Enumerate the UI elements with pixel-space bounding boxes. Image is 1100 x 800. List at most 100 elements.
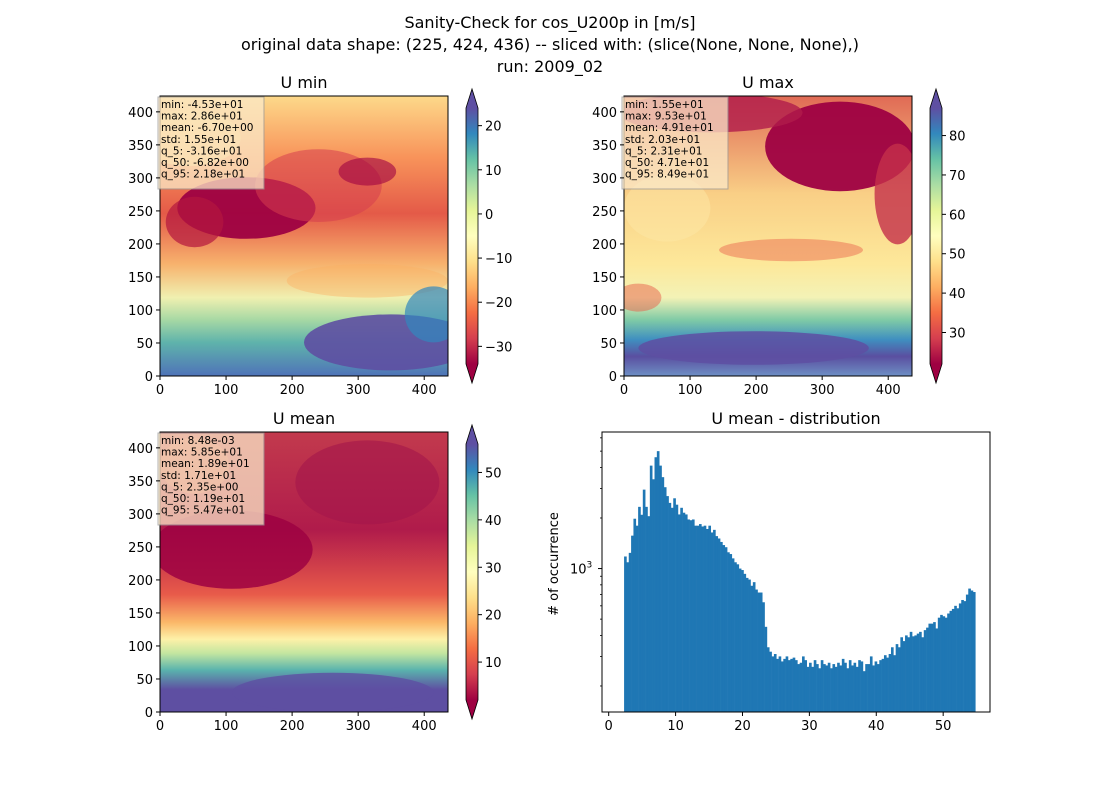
histogram-bar — [818, 668, 822, 712]
histogram-bar — [905, 635, 908, 712]
colorbar-extend-top — [930, 89, 942, 108]
y-tick-label: 150 — [128, 607, 153, 622]
histogram-bar — [937, 617, 941, 712]
stat-line: std: 1.71e+01 — [161, 470, 236, 482]
histogram-bar — [855, 666, 859, 712]
histogram-bar — [956, 608, 960, 712]
histogram-bar — [933, 622, 936, 712]
histogram-bar — [841, 658, 845, 712]
histogram-bar — [790, 658, 793, 712]
histogram-bar — [689, 520, 693, 712]
x-tick-label: 0 — [156, 383, 164, 398]
histogram-bar — [731, 558, 735, 712]
axes-0: 0 100 200 300 400 0 50 100 150 200 250 300 350 400 — [128, 106, 436, 398]
figure-title-line1: Sanity-Check for cos_U200p in [m/s] — [404, 13, 696, 32]
histogram-bar — [783, 658, 786, 712]
histogram-bar — [902, 641, 906, 712]
x-tick-label: 40 — [868, 719, 885, 734]
histogram-bar — [780, 661, 784, 712]
y-tick-label: 100 — [592, 304, 617, 319]
histogram-bar — [909, 631, 913, 712]
colorbar-tick-label: 0 — [485, 208, 493, 223]
x-tick-label: 0 — [156, 719, 164, 734]
histogram-bar — [776, 658, 779, 712]
stat-line: max: 2.86e+01 — [161, 111, 243, 123]
heatmap-feature — [874, 143, 912, 245]
histogram-bar — [804, 660, 808, 712]
histogram-bar — [930, 623, 934, 712]
histogram-bar — [635, 525, 639, 712]
histogram-bar — [787, 660, 791, 712]
y-tick-label: 400 — [128, 106, 153, 121]
x-tick-label: 100 — [214, 383, 239, 398]
colorbar-extend-bottom — [466, 364, 478, 383]
histogram-bar — [837, 662, 840, 712]
colorbar-tick-label: 80 — [949, 130, 966, 145]
panel-title: U mean - distribution — [711, 409, 880, 428]
histogram-bar — [729, 554, 733, 712]
x-tick-label: 300 — [346, 383, 371, 398]
histogram-bar — [809, 662, 812, 712]
colorbar-tick-label: 50 — [485, 466, 502, 481]
heatmap-feature — [624, 283, 662, 312]
stat-line: min: 8.48e-03 — [161, 435, 235, 447]
histogram-bar — [886, 657, 889, 712]
histogram-bar — [750, 585, 754, 712]
histogram-bar — [684, 514, 688, 712]
y-tick-label: 50 — [136, 337, 153, 352]
y-tick-label: 250 — [128, 205, 153, 220]
histogram-bar — [773, 654, 777, 712]
colorbar-tick-label: −10 — [485, 252, 512, 267]
histogram-bar — [677, 514, 681, 712]
y-tick-label: 50 — [600, 337, 617, 352]
colorbar-tick-label: 10 — [485, 164, 502, 179]
histogram-bar — [830, 668, 833, 712]
histogram-bar — [670, 507, 674, 712]
histogram-bar — [696, 525, 700, 712]
histogram-bar — [935, 628, 939, 712]
histogram-bar — [914, 635, 918, 712]
x-tick-label: 200 — [744, 383, 769, 398]
histogram-bar — [752, 582, 756, 712]
histogram-bar — [923, 630, 927, 712]
histogram-bar — [895, 644, 899, 712]
histogram-bar — [858, 660, 861, 712]
histogram-bar — [638, 506, 641, 712]
histogram-bar — [663, 487, 667, 712]
colorbar-tick-label: 60 — [949, 208, 966, 223]
x-tick-label: 0 — [620, 383, 628, 398]
stats-box-background — [621, 96, 729, 190]
y-tick-label: 400 — [128, 442, 153, 457]
histogram-bar — [745, 577, 749, 712]
histogram-bar — [661, 477, 665, 712]
histogram-bar — [656, 451, 660, 712]
histogram-bar — [755, 589, 758, 712]
histogram-bar — [816, 664, 819, 712]
y-tick-label: 250 — [128, 541, 153, 556]
histogram-bar — [881, 658, 885, 712]
histogram-bar — [682, 512, 686, 712]
x-tick-label: 10 — [667, 719, 684, 734]
histogram-bar — [811, 666, 815, 712]
histogram-bar — [825, 665, 829, 712]
stats-box-background — [157, 96, 265, 190]
histogram-bar — [631, 535, 634, 712]
y-tick-label: 200 — [128, 238, 153, 253]
figure-title-line2: original data shape: (225, 424, 436) -- … — [241, 35, 859, 54]
x-tick-label: 200 — [280, 383, 305, 398]
histogram-bar — [872, 665, 875, 712]
histogram-bar — [743, 573, 747, 712]
histogram-bar — [890, 647, 894, 712]
histogram-bar — [708, 525, 712, 712]
histogram-bar — [633, 518, 637, 712]
histogram-bar — [710, 532, 714, 712]
colorbar: 20 10 0 −10 −20 −30 — [465, 87, 512, 385]
colorbar: 80 70 60 50 40 30 — [929, 87, 966, 385]
colorbar-outline — [929, 87, 943, 385]
x-tick-label: 300 — [346, 719, 371, 734]
y-tick-label: 300 — [592, 172, 617, 187]
histogram-bar — [715, 536, 719, 712]
histogram-bar — [958, 603, 962, 712]
